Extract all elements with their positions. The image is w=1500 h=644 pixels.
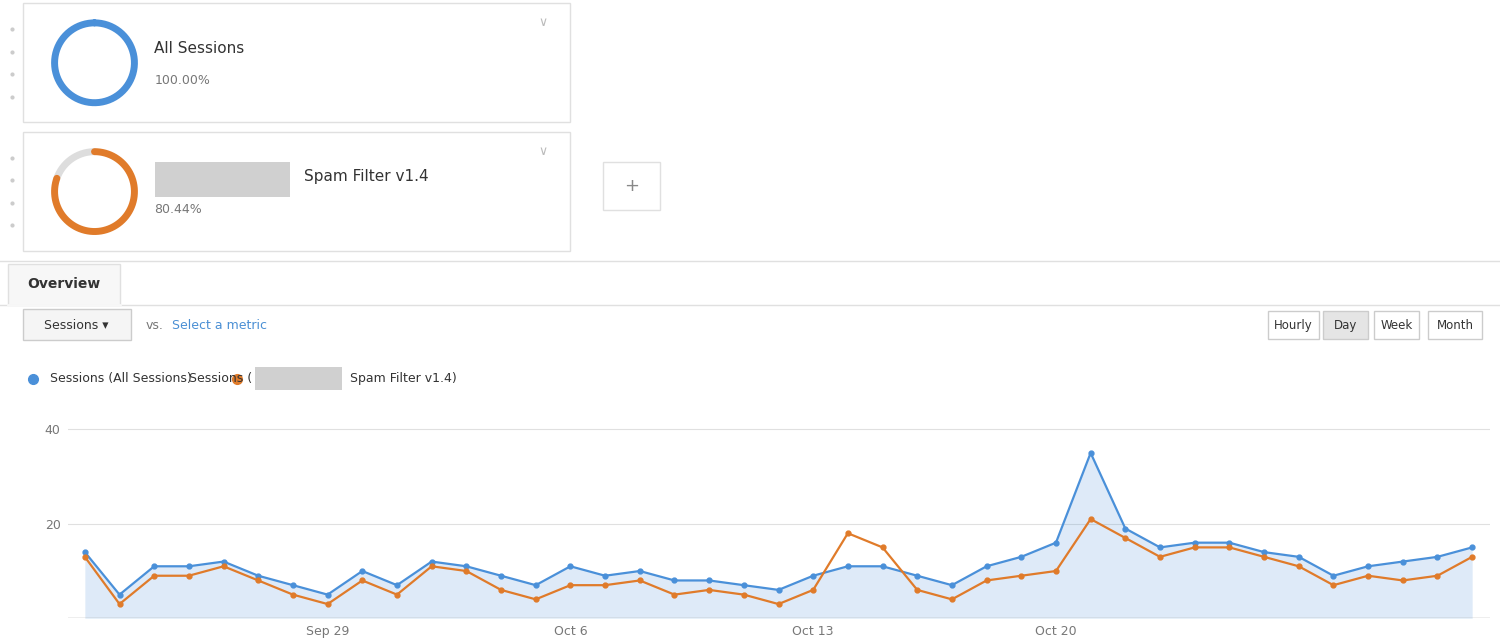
Text: Month: Month	[1437, 319, 1473, 332]
Text: Sessions (: Sessions (	[189, 372, 252, 385]
FancyBboxPatch shape	[1323, 311, 1368, 339]
FancyBboxPatch shape	[22, 3, 570, 122]
Text: Spam Filter v1.4): Spam Filter v1.4)	[350, 372, 456, 385]
FancyBboxPatch shape	[154, 162, 290, 197]
Text: Select a metric: Select a metric	[172, 319, 267, 332]
FancyBboxPatch shape	[1428, 311, 1482, 339]
Text: Hourly: Hourly	[1274, 319, 1312, 332]
FancyBboxPatch shape	[1268, 311, 1318, 339]
Text: Overview: Overview	[27, 278, 100, 291]
FancyBboxPatch shape	[255, 367, 342, 390]
FancyBboxPatch shape	[1374, 311, 1419, 339]
Text: Day: Day	[1334, 319, 1358, 332]
Text: Week: Week	[1380, 319, 1413, 332]
FancyBboxPatch shape	[22, 132, 570, 251]
Text: +: +	[624, 177, 639, 195]
Text: vs.: vs.	[146, 319, 164, 332]
FancyBboxPatch shape	[22, 309, 130, 340]
Text: ∨: ∨	[538, 145, 548, 158]
Text: Spam Filter v1.4: Spam Filter v1.4	[304, 169, 429, 184]
Text: Sessions ▾: Sessions ▾	[45, 319, 108, 332]
FancyBboxPatch shape	[8, 264, 120, 305]
FancyBboxPatch shape	[603, 162, 660, 210]
Text: ∨: ∨	[538, 16, 548, 29]
Text: All Sessions: All Sessions	[154, 41, 244, 56]
Text: Sessions (All Sessions): Sessions (All Sessions)	[50, 372, 192, 385]
Text: 100.00%: 100.00%	[154, 74, 210, 87]
Text: 80.44%: 80.44%	[154, 203, 203, 216]
